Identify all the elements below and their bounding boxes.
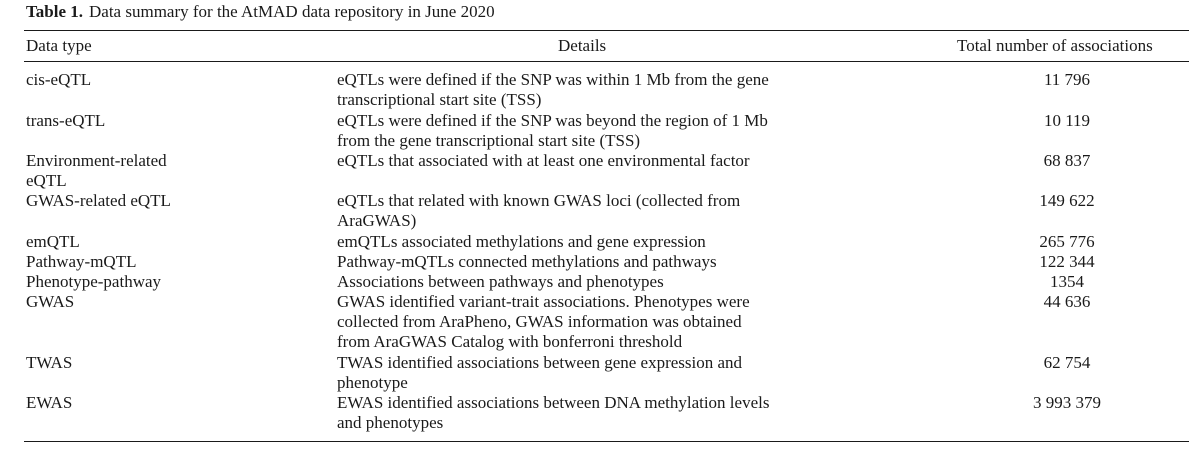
- cell-data-type: TWAS: [26, 353, 73, 372]
- cell-total: 68 837: [1043, 151, 1091, 170]
- table-row: TWAS TWAS identified associations betwee…: [0, 353, 1199, 393]
- cell-total: 3 993 379: [1033, 393, 1101, 412]
- table-body: cis-eQTL eQTLs were defined if the SNP w…: [0, 70, 1199, 434]
- header-data-type: Data type: [26, 36, 92, 55]
- table-caption: Table 1. Data summary for the AtMAD data …: [26, 2, 495, 22]
- cell-data-type: cis-eQTL: [26, 70, 92, 89]
- table-header: Data type Details Total number of associ…: [0, 36, 1199, 58]
- table-caption-label: Table 1.: [26, 2, 84, 21]
- cell-total: 10 119: [1043, 111, 1091, 130]
- table-row: emQTL emQTLs associated methylations and…: [0, 232, 1199, 252]
- cell-details: GWAS identified variant-trait associatio…: [337, 292, 750, 352]
- table-row: trans-eQTL eQTLs were defined if the SNP…: [0, 111, 1199, 151]
- table-row: Environment-related eQTL eQTLs that asso…: [0, 151, 1199, 191]
- cell-total: 265 776: [1039, 232, 1095, 251]
- cell-details: eQTLs were defined if the SNP was beyond…: [337, 111, 768, 151]
- cell-data-type: Pathway-mQTL: [26, 252, 137, 271]
- cell-data-type: Phenotype-pathway: [26, 272, 162, 291]
- cell-data-type: emQTL: [26, 232, 80, 251]
- table-row: Phenotype-pathway Associations between p…: [0, 272, 1199, 292]
- cell-details: Associations between pathways and phenot…: [337, 272, 664, 291]
- cell-total: 1354: [1050, 272, 1084, 291]
- cell-data-type: trans-eQTL: [26, 111, 106, 130]
- cell-total: 11 796: [1043, 70, 1091, 89]
- table-row: Pathway-mQTL Pathway-mQTLs connected met…: [0, 252, 1199, 272]
- cell-details: eQTLs were defined if the SNP was within…: [337, 70, 769, 110]
- cell-details: emQTLs associated methylations and gene …: [337, 232, 706, 251]
- cell-total: 44 636: [1043, 292, 1091, 311]
- cell-data-type: EWAS: [26, 393, 73, 412]
- table-row: EWAS EWAS identified associations betwee…: [0, 393, 1199, 434]
- table-row: GWAS GWAS identified variant-trait assoc…: [0, 292, 1199, 353]
- cell-data-type: GWAS-related eQTL: [26, 191, 171, 210]
- cell-data-type: Environment-related eQTL: [26, 151, 167, 191]
- table-row: cis-eQTL eQTLs were defined if the SNP w…: [0, 70, 1199, 111]
- cell-total: 62 754: [1043, 353, 1091, 372]
- header-total: Total number of associations: [957, 36, 1153, 55]
- cell-details: TWAS identified associations between gen…: [337, 353, 743, 393]
- cell-data-type: GWAS: [26, 292, 75, 311]
- table-top-rule: [24, 30, 1189, 32]
- table-header-rule: [24, 61, 1189, 62]
- cell-total: 149 622: [1039, 191, 1095, 210]
- cell-details: eQTLs that related with known GWAS loci …: [337, 191, 741, 231]
- header-details: Details: [558, 36, 607, 55]
- table-row: GWAS-related eQTL eQTLs that related wit…: [0, 191, 1199, 232]
- table-caption-text: Data summary for the AtMAD data reposito…: [89, 2, 495, 21]
- cell-details: Pathway-mQTLs connected methylations and…: [337, 252, 717, 271]
- cell-details: eQTLs that associated with at least one …: [337, 151, 750, 170]
- table-bottom-rule: [24, 441, 1189, 443]
- cell-total: 122 344: [1039, 252, 1095, 271]
- cell-details: EWAS identified associations between DNA…: [337, 393, 770, 433]
